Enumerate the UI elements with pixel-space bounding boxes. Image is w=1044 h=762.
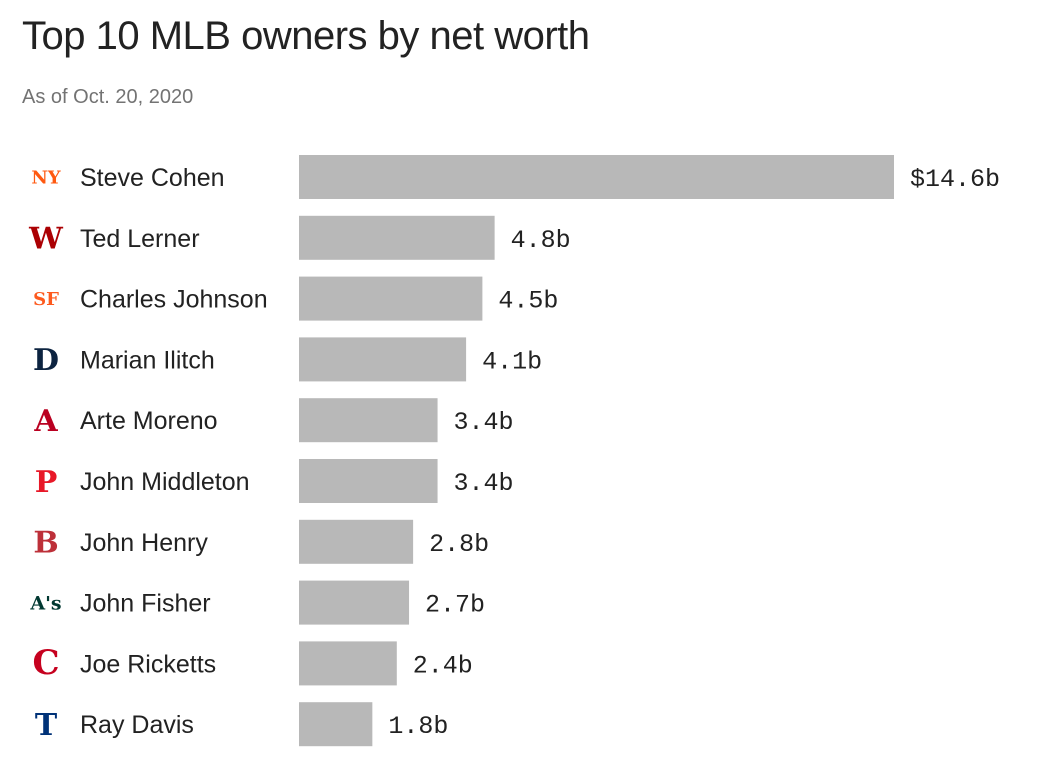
bar-steve-cohen: [299, 155, 894, 199]
value-label-john-henry: 2.8b: [429, 530, 489, 559]
bar-john-middleton: [299, 459, 438, 503]
reds-logo-icon: C: [32, 643, 59, 683]
row-label-john-fisher: John Fisher: [80, 590, 211, 618]
value-label-ted-lerner: 4.8b: [511, 226, 571, 255]
athletics-logo-icon: A's: [29, 592, 61, 614]
value-label-marian-ilitch: 4.1b: [482, 347, 542, 376]
chart-subtitle: As of Oct. 20, 2020: [22, 86, 194, 108]
bar-john-fisher: [299, 580, 410, 625]
tigers-logo-icon: D: [33, 343, 59, 378]
svg-text:W: W: [28, 222, 64, 257]
giants-logo-icon: SF: [33, 289, 59, 310]
row-label-arte-moreno: Arte Moreno: [80, 407, 218, 435]
bar-charles-johnson: [299, 276, 483, 321]
value-label-steve-cohen: $14.6b: [910, 165, 1000, 194]
row-label-ted-lerner: Ted Lerner: [80, 225, 200, 253]
bar-arte-moreno: [299, 398, 438, 443]
mets-logo-icon: NY: [31, 167, 61, 188]
row-label-ray-davis: Ray Davis: [80, 711, 194, 739]
phillies-logo-icon: P: [35, 465, 58, 500]
nationals-logo-icon: W: [28, 222, 64, 257]
value-label-john-fisher: 2.7b: [425, 591, 485, 620]
svg-text:D: D: [33, 343, 59, 378]
row-label-joe-ricketts: Joe Ricketts: [80, 650, 216, 678]
value-label-charles-johnson: 4.5b: [498, 287, 558, 316]
svg-text:NY: NY: [31, 167, 61, 188]
rangers-logo-icon: T: [35, 708, 58, 743]
red-sox-logo-icon: B: [33, 526, 58, 561]
bar-ted-lerner: [299, 215, 495, 260]
svg-text:SF: SF: [33, 289, 59, 310]
svg-text:A's: A's: [29, 592, 61, 614]
value-label-ray-davis: 1.8b: [388, 712, 448, 741]
bar-john-henry: [299, 519, 414, 564]
row-label-steve-cohen: Steve Cohen: [80, 164, 225, 192]
bar-joe-ricketts: [299, 641, 397, 686]
svg-text:B: B: [33, 526, 58, 561]
value-label-arte-moreno: 3.4b: [454, 408, 514, 437]
row-label-charles-johnson: Charles Johnson: [80, 286, 268, 314]
svg-text:P: P: [35, 465, 58, 500]
svg-text:A: A: [33, 404, 58, 439]
bar-ray-davis: [299, 702, 373, 747]
row-label-john-middleton: John Middleton: [80, 468, 250, 496]
chart-title: Top 10 MLB owners by net worth: [22, 14, 590, 58]
bar-marian-ilitch: [299, 337, 467, 382]
row-label-marian-ilitch: Marian Ilitch: [80, 346, 215, 374]
value-label-john-middleton: 3.4b: [454, 469, 514, 498]
row-label-john-henry: John Henry: [80, 529, 208, 557]
angels-logo-icon: A: [33, 404, 58, 439]
svg-text:T: T: [35, 708, 58, 743]
value-label-joe-ricketts: 2.4b: [413, 651, 473, 680]
svg-text:C: C: [32, 643, 59, 683]
